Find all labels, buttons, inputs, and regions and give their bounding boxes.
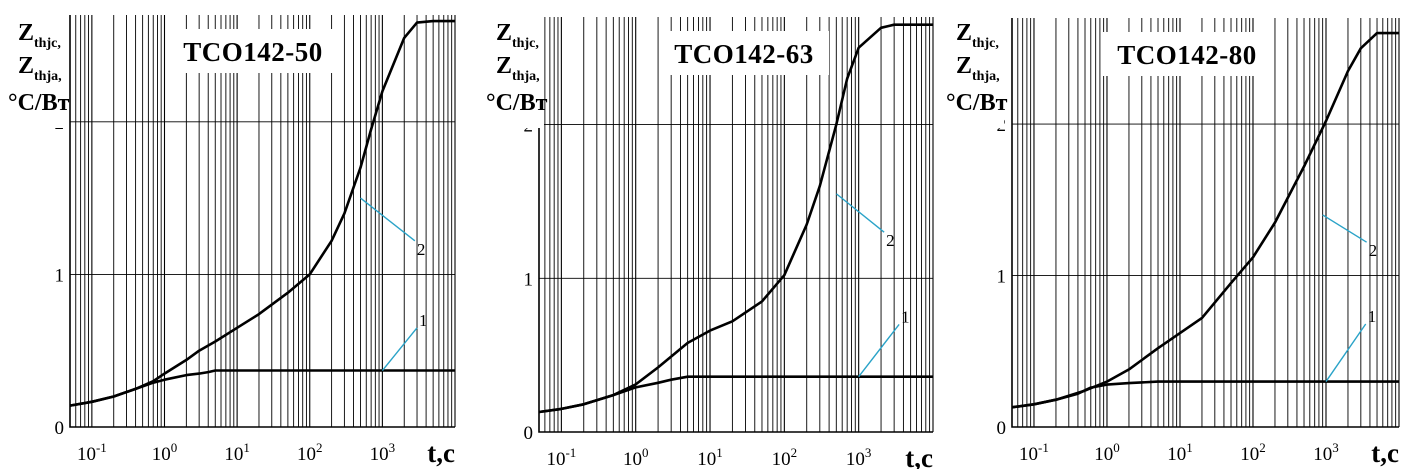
series-2-leader (360, 197, 416, 242)
y-tick-label: 1 (997, 267, 1007, 288)
y-tick-label: 1 (55, 265, 65, 286)
y-label-background (940, 10, 1004, 128)
x-axis-label: t,c (427, 438, 455, 468)
chart-title: TCO142-50 (183, 37, 323, 67)
x-tick-label: 10-1 (77, 440, 107, 465)
chart-2: 1201210-1100101102103t,cTCO142-63Zthjc,Z… (480, 10, 934, 469)
x-tick-label: 100 (152, 440, 178, 465)
chart-3: 1201210-1100101102103t,cTCO142-80Zthjc,Z… (940, 10, 1400, 468)
x-tick-label: 103 (1313, 440, 1339, 465)
series-2-label: 2 (886, 231, 895, 250)
y-axis-unit: °C/Вт (486, 90, 548, 116)
series-1-leader (1325, 323, 1367, 382)
series-1-label: 1 (419, 311, 428, 330)
x-tick-label: 103 (846, 445, 872, 469)
x-axis-label: t,c (1371, 438, 1399, 468)
x-tick-label: 103 (370, 440, 396, 465)
y-axis-unit: °C/Вт (8, 90, 70, 116)
x-tick-label: 101 (1167, 440, 1193, 465)
series-1-line (69, 369, 455, 407)
series-1-leader (858, 323, 900, 378)
y-axis-label-line1: Zthjc, (18, 20, 61, 51)
x-axis-label: t,c (905, 443, 933, 469)
series-2-label: 2 (417, 240, 426, 259)
series-2-line (1011, 31, 1399, 409)
y-label-background (2, 10, 66, 128)
y-axis-label-line1: Zthjc, (496, 20, 539, 51)
y-tick-label: 1 (524, 269, 534, 290)
x-tick-label: 100 (1094, 440, 1120, 465)
title-background (659, 31, 829, 75)
x-tick-label: 100 (623, 445, 649, 469)
series-1-line (538, 375, 933, 414)
y-axis-unit: °C/Вт (946, 90, 1008, 116)
axes (538, 17, 933, 433)
x-tick-label: 101 (224, 440, 249, 465)
series-2-leader (1322, 214, 1367, 243)
y-tick-label: 0 (55, 418, 65, 439)
y-axis-label-line1: Zthjc, (956, 20, 999, 51)
x-tick-label: 10-1 (546, 445, 576, 469)
axes (1011, 18, 1399, 428)
chart-1: 1201210-1100101102103t,cTCO142-50Zthjc,Z… (2, 10, 456, 468)
chart-title: TCO142-63 (674, 39, 814, 69)
title-background (168, 29, 338, 73)
y-label-background (480, 10, 544, 128)
x-tick-label: 101 (697, 445, 723, 469)
x-tick-label: 102 (772, 445, 798, 469)
series-1-label: 1 (1368, 307, 1377, 326)
series-1-label: 1 (901, 307, 910, 326)
y-tick-label: 0 (997, 418, 1007, 439)
series-2-line (69, 19, 455, 407)
x-tick-label: 102 (297, 440, 323, 465)
grid (538, 17, 934, 432)
series-2-leader (835, 193, 885, 233)
series-1-leader (381, 327, 418, 371)
y-tick-label: 0 (524, 423, 534, 444)
chart-title: TCO142-80 (1117, 40, 1257, 70)
y-axis-label-line2: Zthja, (956, 53, 1000, 84)
series-2-line (538, 23, 933, 414)
x-tick-label: 10-1 (1019, 440, 1049, 465)
series-2-label: 2 (1369, 241, 1378, 260)
axes (69, 15, 455, 428)
grid (69, 15, 456, 427)
grid (1011, 18, 1400, 427)
title-background (1102, 32, 1272, 76)
y-axis-label-line2: Zthja, (496, 53, 540, 84)
y-axis-label-line2: Zthja, (18, 53, 62, 84)
x-tick-label: 102 (1240, 440, 1266, 465)
